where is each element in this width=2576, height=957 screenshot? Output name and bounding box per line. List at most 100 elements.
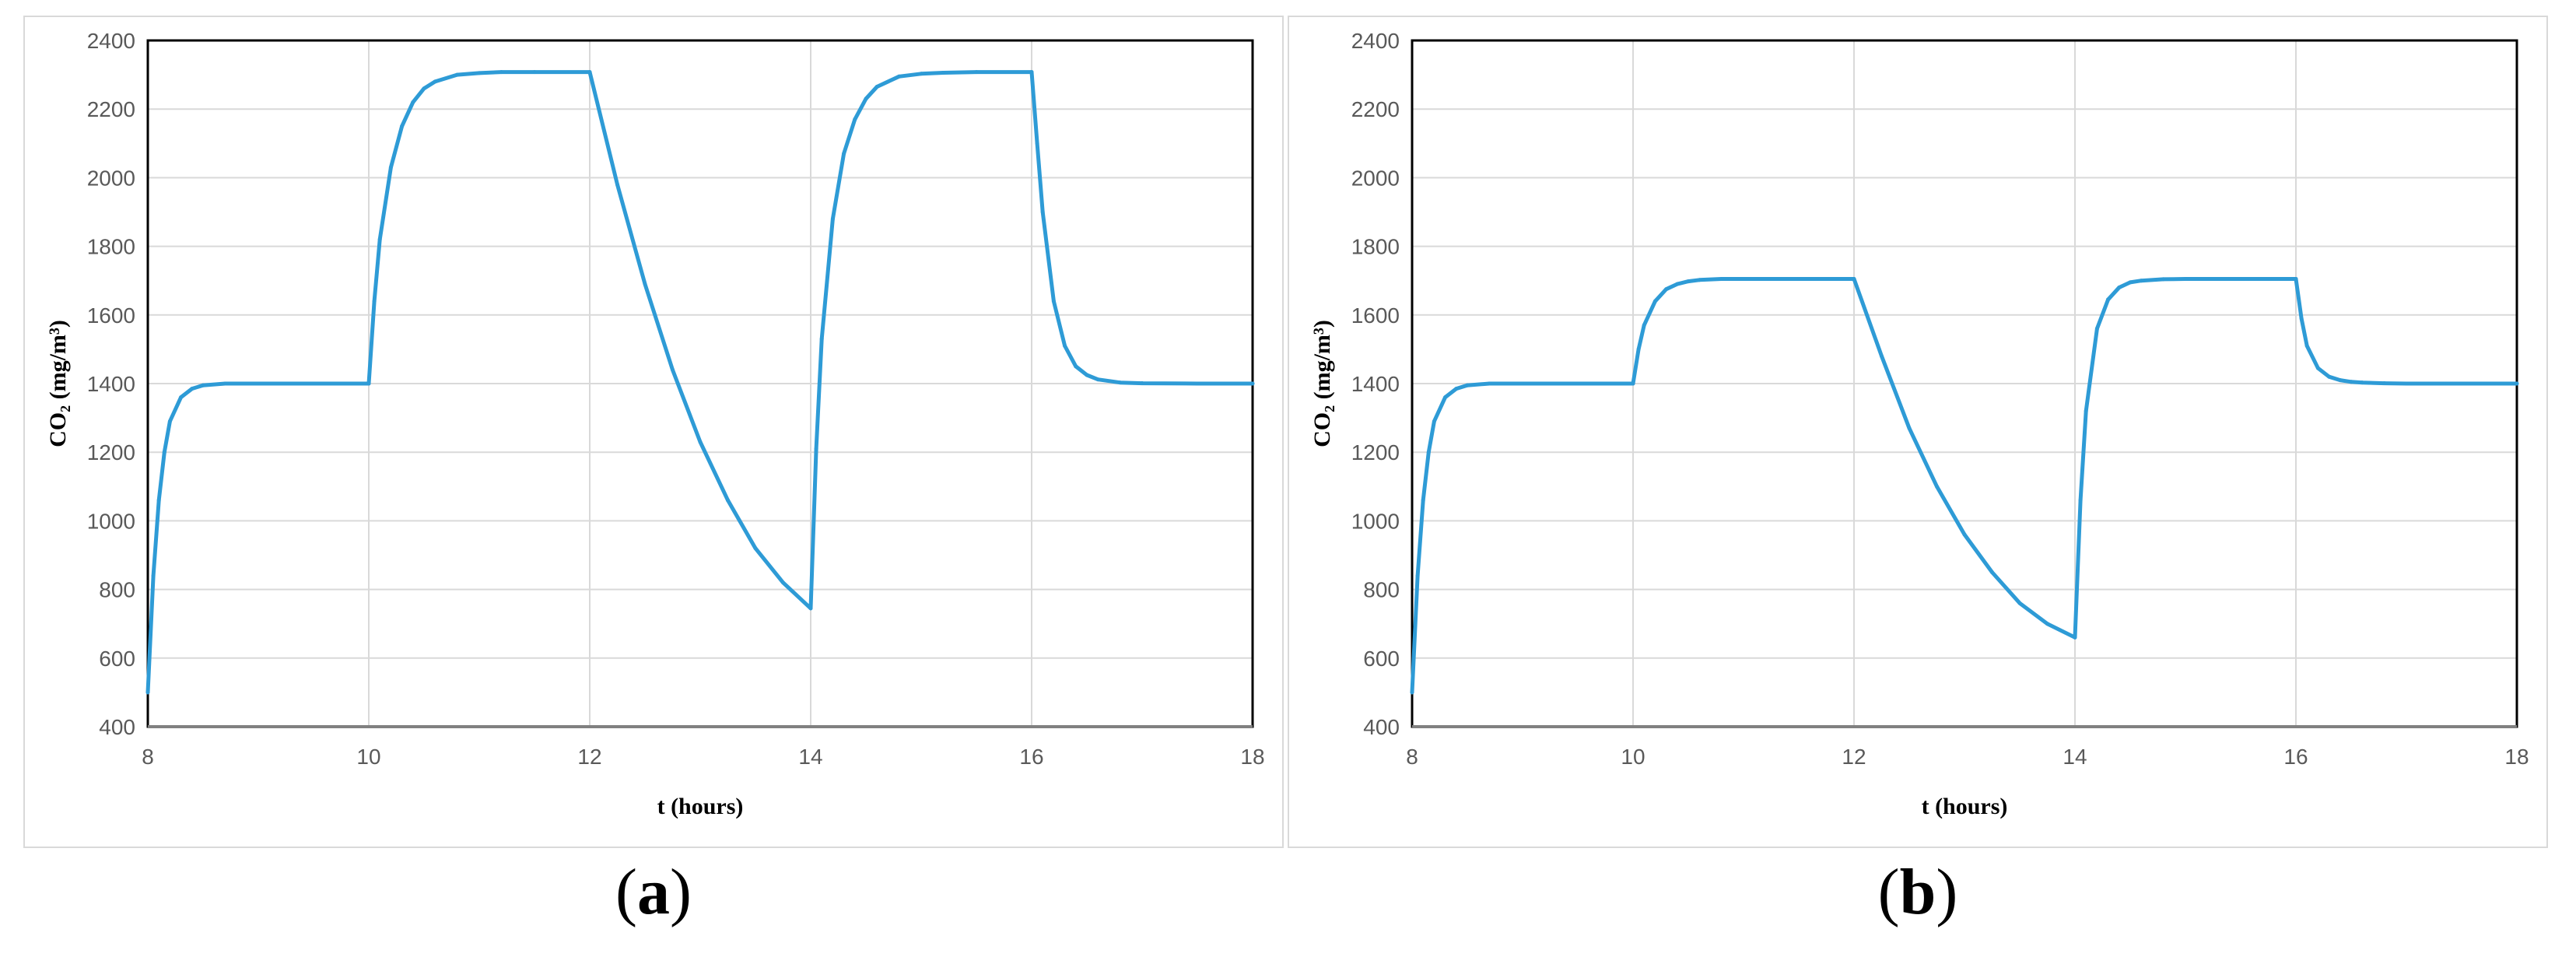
data-point <box>2349 380 2353 384</box>
data-point <box>2299 316 2304 321</box>
data-point <box>830 216 835 221</box>
x-tick-label: 16 <box>1019 745 1043 769</box>
data-point <box>1686 279 1691 284</box>
data-point <box>2106 297 2111 302</box>
y-tick-label: 2000 <box>1351 166 1400 190</box>
data-point <box>167 419 172 424</box>
x-tick-label: 16 <box>2283 745 2308 769</box>
data-point <box>223 381 227 386</box>
data-point <box>819 337 824 342</box>
y-tick-label: 1600 <box>1351 303 1400 328</box>
caption-a: (a) <box>615 856 692 928</box>
y-tick-label: 800 <box>99 578 135 602</box>
co2-series-line <box>1410 277 2519 695</box>
data-point <box>643 282 647 286</box>
x-tick-label: 12 <box>1842 745 1866 769</box>
data-point <box>151 573 156 578</box>
data-point <box>874 85 879 89</box>
chart-a: 400 600 800 1000 1200 1400 1600 1800 2000 2200 240… <box>45 29 1265 819</box>
data-point <box>1487 381 1491 386</box>
data-point <box>2304 343 2309 348</box>
y-tick-label: 2400 <box>1351 29 1400 53</box>
y-tick-label: 2200 <box>87 97 135 121</box>
data-point <box>422 86 426 91</box>
data-point <box>814 447 818 451</box>
data-point <box>433 79 437 84</box>
data-point <box>1907 426 1912 430</box>
data-point <box>2078 498 2083 503</box>
data-point <box>726 498 730 503</box>
data-point <box>1074 364 1078 369</box>
data-point <box>162 450 166 454</box>
x-tick-label: 14 <box>2063 745 2087 769</box>
y-tick-label: 600 <box>1363 647 1400 671</box>
data-point <box>941 70 945 75</box>
data-point <box>2515 381 2519 386</box>
data-point <box>1085 373 1089 377</box>
data-point <box>366 381 371 386</box>
data-point <box>2327 374 2332 379</box>
data-point <box>587 70 592 75</box>
data-point <box>455 72 460 77</box>
data-point <box>1421 498 1425 503</box>
data-point <box>698 440 703 444</box>
x-tick-label: 10 <box>356 745 380 769</box>
caption-a-letter: a <box>637 856 670 928</box>
data-point <box>753 546 758 551</box>
co2-series-line <box>145 70 1255 695</box>
x-tick-label: 10 <box>1621 745 1645 769</box>
data-point <box>2382 381 2387 386</box>
data-point <box>1454 387 1459 391</box>
data-point <box>1852 276 1856 281</box>
y-tick-label: 1400 <box>87 372 135 396</box>
data-point <box>1063 343 1067 348</box>
data-point <box>2360 380 2364 385</box>
chart-b: 400 600 800 1000 1200 1400 1600 1800 2000 2200 240… <box>1309 29 2529 819</box>
data-point <box>2183 276 2188 281</box>
x-tick-label: 8 <box>142 745 154 769</box>
data-point <box>1118 380 1123 385</box>
data-point <box>2338 378 2343 383</box>
data-point <box>1432 419 1436 424</box>
data-point <box>671 367 675 372</box>
data-point <box>201 383 205 387</box>
chart-panel-a: 400 600 800 1000 1200 1400 1600 1800 2000 2200 240… <box>23 16 1284 848</box>
data-point <box>2238 276 2243 281</box>
data-point <box>2294 276 2298 281</box>
data-point <box>2128 280 2133 285</box>
data-point <box>1642 323 1646 328</box>
y-tick-label: 600 <box>99 647 135 671</box>
data-point <box>2404 381 2409 386</box>
x-axis-title: t (hours) <box>1922 794 2008 819</box>
data-point <box>190 387 195 391</box>
data-point <box>1465 383 1470 387</box>
data-point <box>1520 381 1525 386</box>
data-point <box>1990 570 1994 575</box>
y-tick-label: 2400 <box>87 29 135 53</box>
data-point <box>1880 354 1884 359</box>
data-point <box>2017 601 2022 605</box>
data-point <box>1719 276 1724 281</box>
data-point <box>1250 381 1255 386</box>
data-point <box>532 70 537 75</box>
data-point <box>1095 377 1100 382</box>
data-point <box>1051 299 1056 303</box>
data-point <box>145 690 150 695</box>
data-point <box>1029 70 1034 75</box>
y-tick-label: 1800 <box>87 235 135 259</box>
series-0 <box>1410 276 2519 695</box>
x-tick-label: 18 <box>1240 745 1264 769</box>
data-point <box>400 124 405 128</box>
x-tick-label: 12 <box>577 745 601 769</box>
data-point <box>2139 279 2143 283</box>
data-point <box>1040 210 1045 214</box>
y-axis-title: CO₂ (mg/m³) <box>45 320 71 447</box>
data-point <box>1443 395 1448 400</box>
caption-b-letter: b <box>1899 856 1936 928</box>
y-tick-label: 400 <box>99 715 135 739</box>
data-point <box>919 72 924 76</box>
series-0 <box>145 70 1255 695</box>
x-tick-label: 18 <box>2504 745 2529 769</box>
data-point <box>2117 286 2122 290</box>
data-point <box>1652 299 1657 303</box>
